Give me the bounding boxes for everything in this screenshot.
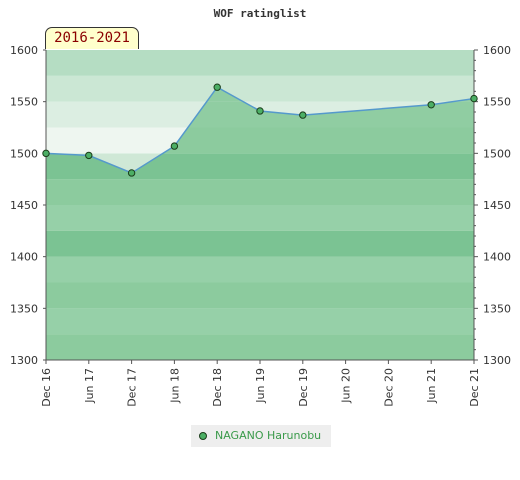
axes-layer: 1300 1300 1350 1350 1400 1400 1450 1450 1500 1500… <box>10 44 511 407</box>
y-tick-label-left: 1500 <box>10 147 38 160</box>
background-band <box>46 50 474 76</box>
x-tick-label: Dec 19 <box>297 368 310 407</box>
area-band <box>46 308 474 335</box>
y-tick-label-right: 1600 <box>483 44 511 57</box>
legend-series-label: NAGANO Harunobu <box>215 429 322 442</box>
marker-layer <box>42 83 478 177</box>
x-tick-label: Dec 16 <box>40 368 53 407</box>
y-tick-label-right: 1350 <box>483 302 511 315</box>
x-tick-label: Dec 20 <box>382 368 395 407</box>
x-tick-label: Dec 21 <box>468 368 481 407</box>
y-tick-label-left: 1300 <box>10 354 38 367</box>
x-tick-label: Jun 17 <box>83 368 96 404</box>
area-band <box>46 179 474 205</box>
x-tick-label: Jun 18 <box>168 368 181 404</box>
y-tick-label-right: 1500 <box>483 147 511 160</box>
area-band <box>46 230 474 257</box>
data-point <box>427 101 435 109</box>
y-tick-label-left: 1350 <box>10 302 38 315</box>
data-point <box>170 142 179 150</box>
y-tick-label-right: 1400 <box>483 251 511 264</box>
data-point <box>42 149 50 158</box>
y-tick-label-right: 1450 <box>483 199 511 212</box>
y-tick-label-left: 1550 <box>10 96 38 109</box>
x-tick-label: Dec 17 <box>126 368 139 407</box>
data-point <box>127 169 136 177</box>
x-tick-label: Dec 18 <box>211 368 224 407</box>
y-tick-label-right: 1550 <box>483 96 511 109</box>
y-tick-label-left: 1400 <box>10 251 38 264</box>
background-band <box>46 75 474 102</box>
area-band <box>46 282 474 309</box>
data-point <box>213 83 221 91</box>
data-point <box>470 94 478 103</box>
x-tick-label: Jun 19 <box>254 368 267 404</box>
area-band <box>46 205 474 231</box>
y-tick-label-right: 1300 <box>483 354 511 367</box>
area-band <box>46 256 474 283</box>
legend-marker-icon <box>199 432 207 440</box>
data-point <box>299 111 307 119</box>
date-range-badge: 2016-2021 <box>45 27 139 49</box>
y-tick-label-left: 1600 <box>10 44 38 57</box>
data-point <box>85 151 93 160</box>
x-tick-label: Jun 21 <box>425 368 438 404</box>
x-tick-label: Jun 20 <box>340 368 353 404</box>
chart-title: WOF ratinglist <box>214 7 307 20</box>
y-tick-label-left: 1450 <box>10 199 38 212</box>
area-band <box>46 334 474 360</box>
data-point <box>256 107 264 115</box>
legend: NAGANO Harunobu <box>191 425 331 447</box>
